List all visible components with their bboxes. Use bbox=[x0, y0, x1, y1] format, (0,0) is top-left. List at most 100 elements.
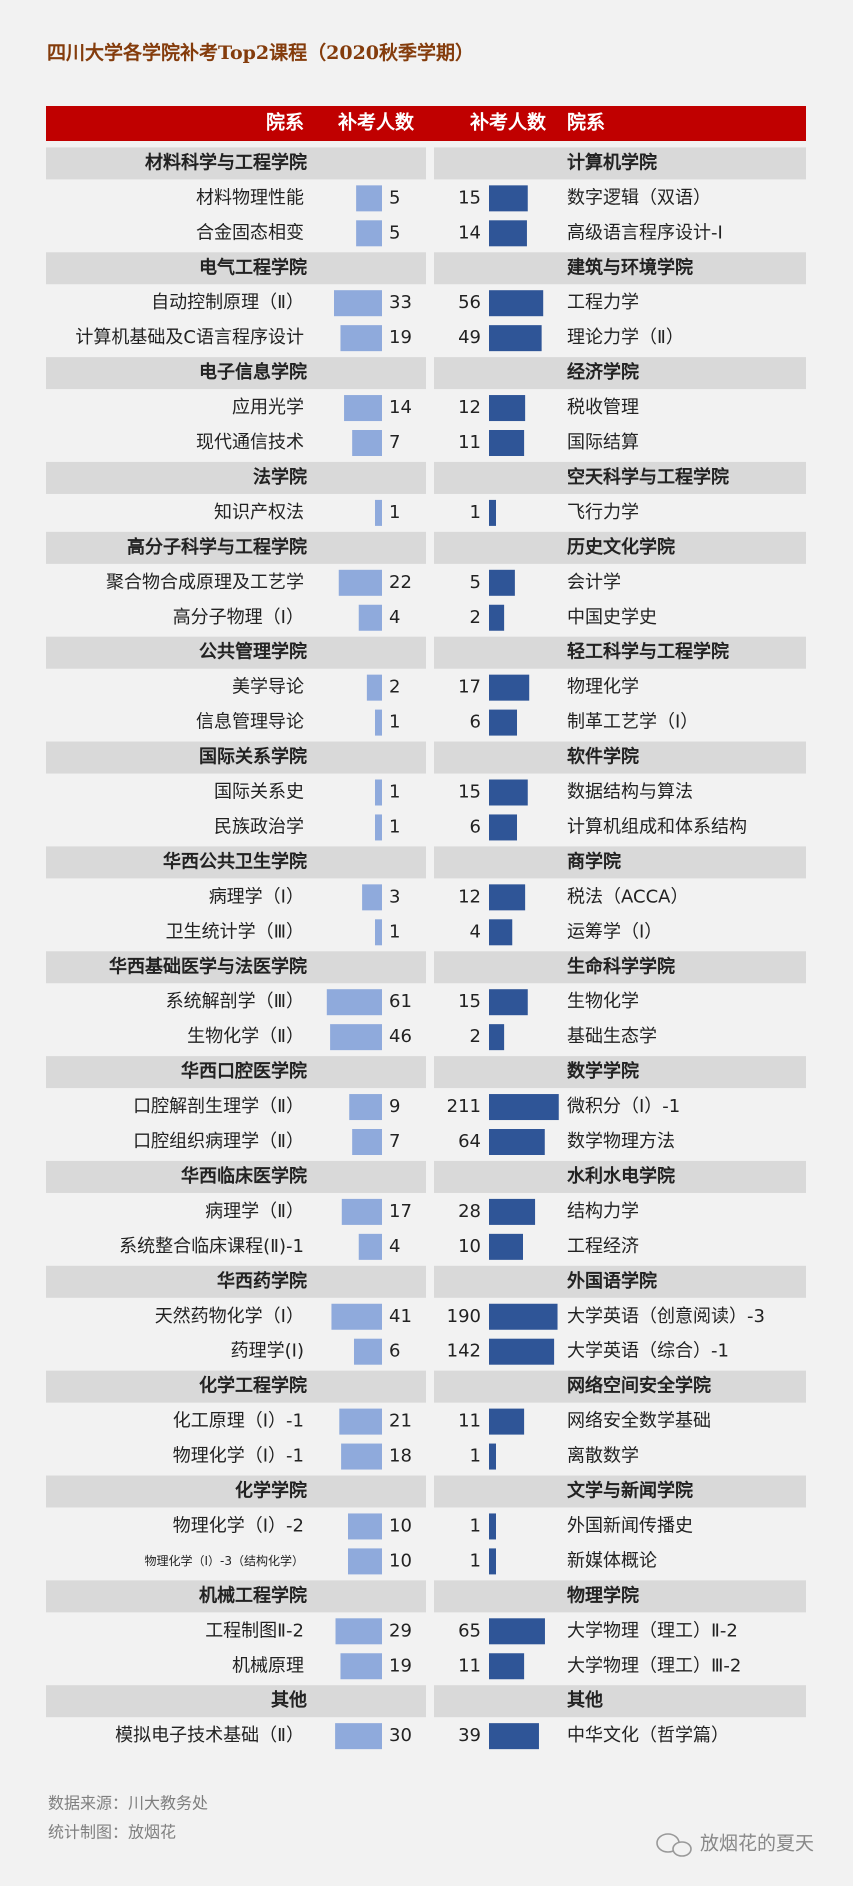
header-label: 补考人数 bbox=[338, 111, 415, 134]
course-name: 自动控制原理（Ⅱ） bbox=[151, 292, 304, 313]
bar bbox=[340, 1653, 382, 1680]
college-row bbox=[46, 741, 426, 774]
course-name: 药理学(Ⅰ) bbox=[231, 1341, 304, 1362]
count: 3 bbox=[389, 886, 400, 907]
bar bbox=[489, 674, 530, 701]
bar bbox=[348, 1513, 382, 1540]
count: 2 bbox=[389, 677, 400, 698]
bar bbox=[489, 499, 496, 526]
college-name: 物理学院 bbox=[567, 1584, 639, 1606]
count: 4 bbox=[470, 921, 481, 942]
college-row bbox=[434, 1265, 806, 1298]
college-name: 法学院 bbox=[253, 466, 307, 488]
watermark: 放烟花的夏天 bbox=[700, 1833, 814, 1855]
course-name: 物理化学 bbox=[567, 677, 639, 698]
bar bbox=[489, 989, 528, 1016]
college-row bbox=[46, 531, 426, 564]
count: 56 bbox=[458, 292, 481, 313]
count: 190 bbox=[447, 1306, 481, 1327]
bar bbox=[489, 1198, 536, 1225]
bar bbox=[352, 430, 382, 456]
course-name: 系统解剖学（Ⅲ） bbox=[166, 991, 304, 1012]
bar bbox=[375, 919, 382, 946]
college-name: 计算机学院 bbox=[567, 151, 657, 173]
bar bbox=[358, 1233, 382, 1260]
count: 11 bbox=[458, 1655, 481, 1676]
college-row bbox=[46, 1685, 426, 1718]
college-row bbox=[434, 1370, 806, 1403]
course-name: 生物化学 bbox=[567, 991, 639, 1012]
count: 41 bbox=[389, 1306, 412, 1327]
count: 1 bbox=[389, 921, 400, 942]
bar bbox=[375, 814, 382, 841]
course-name: 生物化学（Ⅱ） bbox=[187, 1026, 304, 1047]
count: 1 bbox=[470, 1550, 481, 1571]
count: 29 bbox=[389, 1620, 412, 1641]
header-label: 院系 bbox=[567, 111, 605, 134]
course-name: 税收管理 bbox=[567, 397, 639, 418]
bar bbox=[489, 220, 527, 247]
bar bbox=[340, 325, 382, 352]
count: 10 bbox=[389, 1515, 412, 1536]
course-name: 知识产权法 bbox=[214, 502, 304, 523]
count: 6 bbox=[470, 712, 481, 733]
course-name: 天然药物化学（Ⅰ） bbox=[155, 1306, 304, 1327]
college-row bbox=[434, 357, 806, 390]
bar bbox=[489, 1723, 539, 1750]
count: 12 bbox=[458, 886, 481, 907]
course-name: 微积分（Ⅰ）-1 bbox=[567, 1096, 680, 1117]
count: 21 bbox=[389, 1411, 412, 1432]
course-name: 国际关系史 bbox=[214, 782, 304, 803]
bar bbox=[489, 325, 542, 352]
bar bbox=[331, 1303, 382, 1330]
count: 14 bbox=[389, 397, 412, 418]
college-name: 商学院 bbox=[567, 850, 621, 872]
bar bbox=[489, 1513, 496, 1540]
course-name: 工程经济 bbox=[567, 1236, 639, 1257]
course-name: 制革工艺学（Ⅰ） bbox=[567, 712, 698, 733]
count: 5 bbox=[389, 187, 400, 208]
count: 9 bbox=[389, 1096, 400, 1117]
course-name: 离散数学 bbox=[567, 1446, 639, 1467]
header-label: 院系 bbox=[266, 111, 304, 134]
course-name: 现代通信技术 bbox=[196, 432, 304, 453]
count: 4 bbox=[389, 607, 400, 628]
bar bbox=[489, 290, 544, 317]
count: 7 bbox=[389, 1131, 400, 1152]
college-row bbox=[434, 1475, 806, 1508]
college-row bbox=[46, 1370, 426, 1403]
count: 1 bbox=[389, 782, 400, 803]
bar bbox=[358, 604, 382, 631]
course-name: 税法（ACCA） bbox=[567, 886, 688, 907]
college-row bbox=[46, 1475, 426, 1508]
college-row bbox=[46, 357, 426, 390]
course-name: 中国史学史 bbox=[567, 607, 657, 628]
bar bbox=[362, 884, 382, 911]
count: 61 bbox=[389, 991, 412, 1012]
count: 15 bbox=[458, 782, 481, 803]
course-name: 应用光学 bbox=[232, 397, 304, 418]
college-name: 华西公共卫生学院 bbox=[163, 850, 307, 872]
college-name: 机械工程学院 bbox=[199, 1584, 307, 1606]
course-name: 美学导论 bbox=[232, 677, 304, 698]
course-name: 数字逻辑（双语） bbox=[567, 187, 711, 208]
bar bbox=[330, 1024, 382, 1051]
bar bbox=[489, 1653, 525, 1680]
course-name: 计算机组成和体系结构 bbox=[567, 816, 747, 837]
count: 19 bbox=[389, 1655, 412, 1676]
bar bbox=[489, 1303, 558, 1330]
count: 1 bbox=[470, 502, 481, 523]
bar bbox=[489, 1094, 559, 1121]
college-row bbox=[434, 252, 806, 285]
college-name: 水利水电学院 bbox=[567, 1165, 675, 1187]
bar bbox=[489, 1618, 545, 1645]
title: 四川大学各学院补考Top2课程（2020秋季学期） bbox=[47, 41, 474, 64]
count: 5 bbox=[470, 572, 481, 593]
bar bbox=[348, 1548, 382, 1575]
header-bar bbox=[46, 106, 806, 141]
college-name: 文学与新闻学院 bbox=[567, 1480, 693, 1502]
college-name: 经济学院 bbox=[567, 361, 639, 383]
college-name: 软件学院 bbox=[567, 746, 639, 768]
count: 30 bbox=[389, 1725, 412, 1746]
